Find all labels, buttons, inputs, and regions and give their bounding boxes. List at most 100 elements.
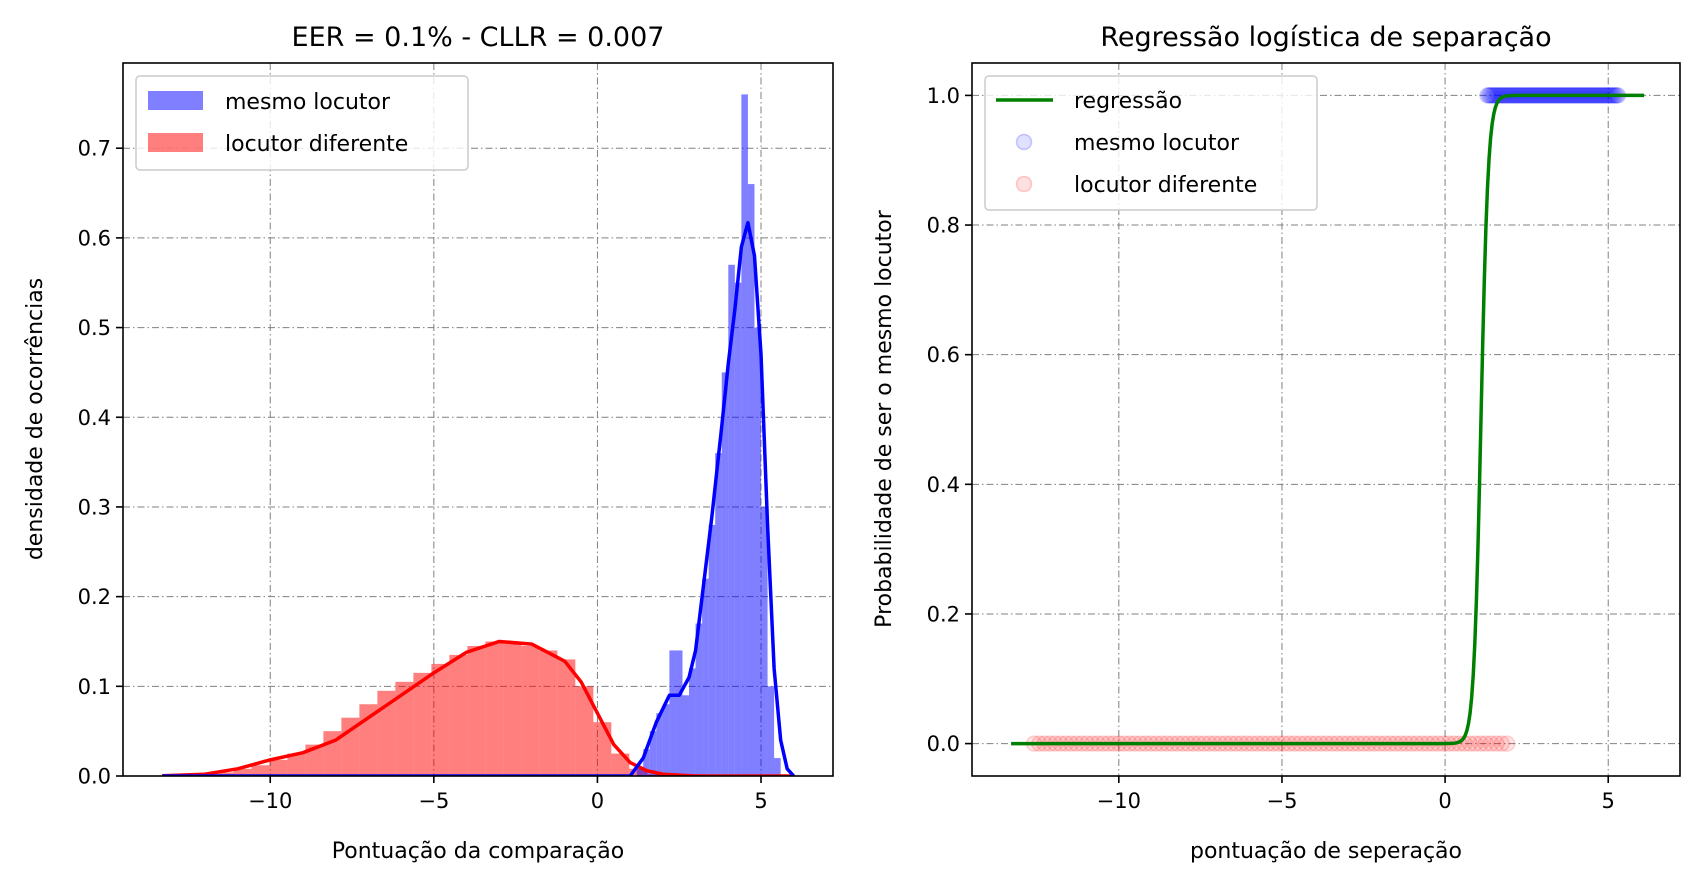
scatter-point	[1498, 735, 1516, 752]
histogram-bar	[682, 695, 690, 776]
legend-swatch	[148, 91, 203, 110]
histogram-bar	[449, 654, 468, 776]
histogram-bar	[413, 672, 432, 776]
kde-line	[162, 639, 794, 776]
histogram-bar	[761, 506, 768, 776]
histogram-bar	[575, 686, 594, 776]
legend-label: regressão	[1074, 89, 1182, 114]
histogram-bar	[741, 94, 748, 776]
histogram-bar	[431, 663, 450, 776]
y-tick-label: 0.5	[78, 316, 111, 340]
y-axis-label: densidade de ocorrências	[23, 278, 48, 560]
plot-area	[1011, 87, 1645, 752]
scatter-point	[1466, 735, 1484, 752]
kde-line	[162, 220, 796, 776]
y-tick-label: 0.6	[927, 343, 960, 367]
chart-title: EER = 0.1% - CLLR = 0.007	[292, 22, 665, 53]
scatter-point	[1479, 87, 1496, 104]
x-tick-label: 5	[754, 789, 767, 813]
legend-label: locutor diferente	[1074, 173, 1257, 198]
scatter-point	[1482, 87, 1499, 104]
axes-frame	[971, 62, 1681, 777]
y-tick-label: 1.0	[927, 84, 960, 108]
histogram-bar	[669, 650, 676, 776]
x-axis-label: pontuação de seperação	[1190, 839, 1462, 864]
histogram-bar	[656, 713, 663, 776]
scatter-point	[1461, 735, 1479, 752]
histogram-bar	[395, 681, 414, 776]
scatter-point	[1485, 87, 1502, 104]
y-tick-label: 0.7	[78, 137, 111, 161]
histogram-bar	[715, 453, 722, 776]
x-tick-label: −5	[418, 789, 449, 813]
histogram-bar	[702, 578, 709, 776]
histogram-bar	[708, 524, 716, 776]
histogram-bar	[721, 372, 729, 776]
y-tick-label: 0.6	[78, 226, 111, 250]
y-tick-label: 0.2	[927, 602, 960, 626]
ticks: −10 −5 0 5 0.0 0.1 0.2 0.3 0.4 0.5 0.6 0.7	[78, 137, 768, 813]
plot-area	[162, 94, 796, 776]
x-tick-label: 0	[1438, 789, 1451, 813]
histogram-bar	[377, 690, 396, 776]
histogram-bar	[521, 645, 540, 776]
legend-swatch	[148, 133, 203, 152]
histogram-bar	[695, 623, 703, 776]
histogram-bar	[728, 264, 735, 776]
ticks: −10 −5 0 5 0.0 0.2 0.4 0.6 0.8 1.0	[927, 84, 1615, 813]
scatter-point	[1488, 735, 1505, 752]
x-tick-label: −10	[248, 789, 292, 813]
axes-frame	[122, 62, 834, 777]
histogram-bar	[251, 765, 270, 776]
histogram-bar	[689, 668, 696, 776]
legend-label: mesmo locutor	[225, 90, 391, 115]
y-tick-label: 0.4	[927, 473, 960, 497]
histogram-bar	[593, 722, 612, 776]
histogram-bar	[643, 749, 650, 776]
histogram-panel: −10 −5 0 5 0.0 0.1 0.2 0.3 0.4 0.5 0.6 0.7 EER = 0.…	[23, 22, 834, 864]
histogram-bar	[557, 659, 576, 776]
histogram-bar	[767, 686, 775, 776]
histogram-bar	[754, 327, 762, 776]
y-tick-label: 0.3	[78, 495, 111, 519]
x-axis-label: Pontuação da comparação	[332, 839, 624, 864]
scatter-point	[1477, 735, 1495, 752]
scatter-point	[1482, 735, 1500, 752]
histogram-bar	[305, 744, 324, 776]
legend-label: locutor diferente	[225, 132, 408, 157]
regression-panel: −10 −5 0 5 0.0 0.2 0.4 0.6 0.8 1.0 Regressão logí…	[872, 22, 1681, 864]
histogram-bar	[287, 753, 306, 776]
y-tick-label: 0.0	[927, 732, 960, 756]
x-tick-label: −10	[1097, 789, 1141, 813]
histogram-bar	[215, 772, 234, 776]
scatter-point	[1480, 87, 1498, 104]
x-tick-label: 0	[591, 789, 604, 813]
y-tick-label: 0.2	[78, 585, 111, 609]
legend-box	[984, 75, 1318, 211]
y-tick-label: 0.0	[78, 765, 111, 789]
histogram-bar	[747, 184, 755, 776]
legend: regressão mesmo locutor locutor diferente	[984, 75, 1318, 211]
scatter-point	[1493, 735, 1511, 752]
histogram-bar	[467, 645, 486, 776]
x-tick-label: −5	[1266, 789, 1297, 813]
histogram-bar	[503, 641, 522, 776]
scatter-point	[1483, 87, 1501, 104]
histogram-bar	[233, 768, 252, 776]
legend-label: mesmo locutor	[1074, 131, 1240, 156]
histogram-bar	[649, 731, 657, 776]
histogram-bar	[675, 650, 683, 776]
legend-box	[135, 75, 469, 171]
scatter-point	[1472, 735, 1489, 752]
regression-line	[1011, 93, 1645, 746]
chart-title: Regressão logística de separação	[1100, 22, 1551, 53]
histogram-bar	[636, 767, 644, 776]
histogram-bar	[774, 758, 781, 776]
histogram-bar	[539, 650, 558, 776]
x-tick-label: 5	[1602, 789, 1615, 813]
legend-marker	[1015, 175, 1033, 193]
histogram-bar	[269, 759, 288, 776]
legend: mesmo locutor locutor diferente	[135, 75, 469, 171]
legend-marker	[1015, 133, 1033, 151]
